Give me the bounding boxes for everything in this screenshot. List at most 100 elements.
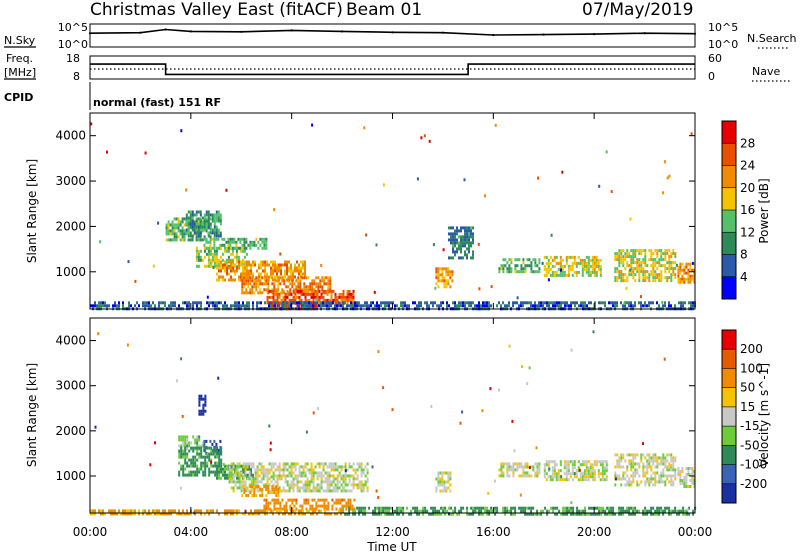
heatmap-cell: [308, 292, 311, 296]
heatmap-cell: [300, 260, 302, 264]
heatmap-cell: [628, 264, 631, 268]
heatmap-cell: [175, 223, 178, 227]
heatmap-cell: [593, 255, 596, 259]
heatmap-cell: [642, 468, 645, 472]
heatmap-cell: [514, 506, 517, 510]
heatmap-cell: [209, 243, 212, 247]
heatmap-cell: [267, 282, 270, 286]
heatmap-cell: [274, 275, 276, 279]
heatmap-cell: [693, 476, 696, 479]
heatmap-cell: [626, 279, 629, 283]
heatmap-cell: [219, 213, 222, 217]
heatmap-cell: [518, 270, 521, 274]
heatmap-cell: [187, 210, 190, 214]
heatmap-cell: [547, 463, 550, 467]
heatmap-cell: [255, 285, 258, 289]
heatmap-cell: [672, 459, 675, 463]
heatmap-cell: [236, 476, 238, 480]
heatmap-cell: [243, 491, 246, 494]
heatmap-cell: [648, 258, 651, 262]
heatmap-cell: [634, 301, 636, 305]
heatmap-cell: [470, 304, 472, 308]
heatmap-cell: [660, 477, 663, 481]
heatmap-cell: [456, 512, 459, 516]
heatmap-cell: [614, 252, 617, 256]
heatmap-cell: [204, 409, 207, 413]
heatmap-cell: [679, 262, 682, 266]
heatmap-cell: [664, 270, 667, 274]
heatmap-cell: [220, 470, 223, 474]
heatmap-cell: [683, 476, 686, 479]
scatter-cell: [511, 419, 514, 423]
heatmap-cell: [263, 282, 266, 286]
heatmap-cell: [230, 462, 233, 466]
heatmap-cell: [630, 267, 633, 271]
scatter-cell: [244, 509, 247, 513]
heatmap-cell: [192, 446, 195, 450]
heatmap-cell: [272, 509, 274, 513]
heatmap-cell: [616, 462, 619, 466]
heatmap-cell: [204, 446, 207, 450]
heatmap-cell: [520, 462, 523, 466]
heatmap-cell: [572, 509, 575, 513]
heatmap-cell: [219, 243, 222, 247]
heatmap-cell: [228, 260, 230, 264]
heatmap-cell: [290, 278, 292, 282]
heatmap-cell: [342, 298, 345, 302]
scatter-cell: [371, 465, 374, 469]
noise-point: [290, 29, 293, 32]
heatmap-cell: [685, 265, 688, 269]
heatmap-cell: [462, 256, 464, 260]
heatmap-cell: [656, 471, 659, 475]
heatmap-cell: [200, 512, 202, 516]
heatmap-cell: [116, 512, 118, 516]
heatmap-cell: [360, 483, 363, 487]
heatmap-cell: [536, 474, 539, 478]
heatmap-cell: [268, 301, 271, 305]
heatmap-cell: [181, 229, 184, 233]
heatmap-cell: [628, 483, 631, 487]
heatmap-cell: [622, 474, 625, 478]
heatmap-cell: [215, 264, 218, 268]
heatmap-cell: [563, 463, 566, 467]
heatmap-cell: [283, 282, 286, 286]
heatmap-cell: [632, 453, 635, 457]
heatmap-cell: [231, 237, 234, 241]
heatmap-cell: [254, 468, 257, 472]
heatmap-cell: [624, 471, 627, 475]
heatmap-cell: [207, 240, 210, 244]
heatmap-cell: [327, 507, 330, 511]
heatmap-cell: [227, 240, 230, 244]
heatmap-cell: [534, 264, 537, 268]
heatmap-cell: [443, 279, 446, 283]
heatmap-cell: [334, 298, 337, 302]
heatmap-cell: [288, 260, 290, 264]
heatmap-cell: [244, 468, 247, 472]
heatmap-cell: [376, 301, 378, 305]
heatmap-cell: [243, 276, 246, 280]
heatmap-cell: [281, 507, 284, 511]
heatmap-cell: [195, 249, 198, 253]
heatmap-cell: [186, 461, 189, 465]
heatmap-cell: [310, 295, 313, 299]
heatmap-cell: [256, 489, 259, 493]
heatmap-cell: [356, 304, 358, 308]
heatmap-cell: [344, 295, 347, 299]
scatter-cell: [382, 183, 385, 187]
heatmap-cell: [506, 471, 509, 475]
heatmap-cell: [272, 477, 275, 481]
heatmap-cell: [408, 512, 411, 516]
heatmap-cell: [187, 225, 190, 229]
heatmap-cell: [577, 261, 580, 265]
heatmap-cell: [208, 470, 211, 474]
heatmap-cell: [243, 264, 246, 268]
heatmap-cell: [565, 255, 568, 259]
heatmap-cell: [242, 301, 244, 305]
heatmap-cell: [554, 512, 557, 516]
heatmap-cell: [216, 446, 219, 450]
heatmap-cell: [380, 512, 383, 516]
heatmap-cell: [324, 298, 327, 302]
heatmap-cell: [315, 501, 318, 505]
heatmap-cell: [250, 465, 253, 469]
heatmap-cell: [199, 210, 202, 214]
